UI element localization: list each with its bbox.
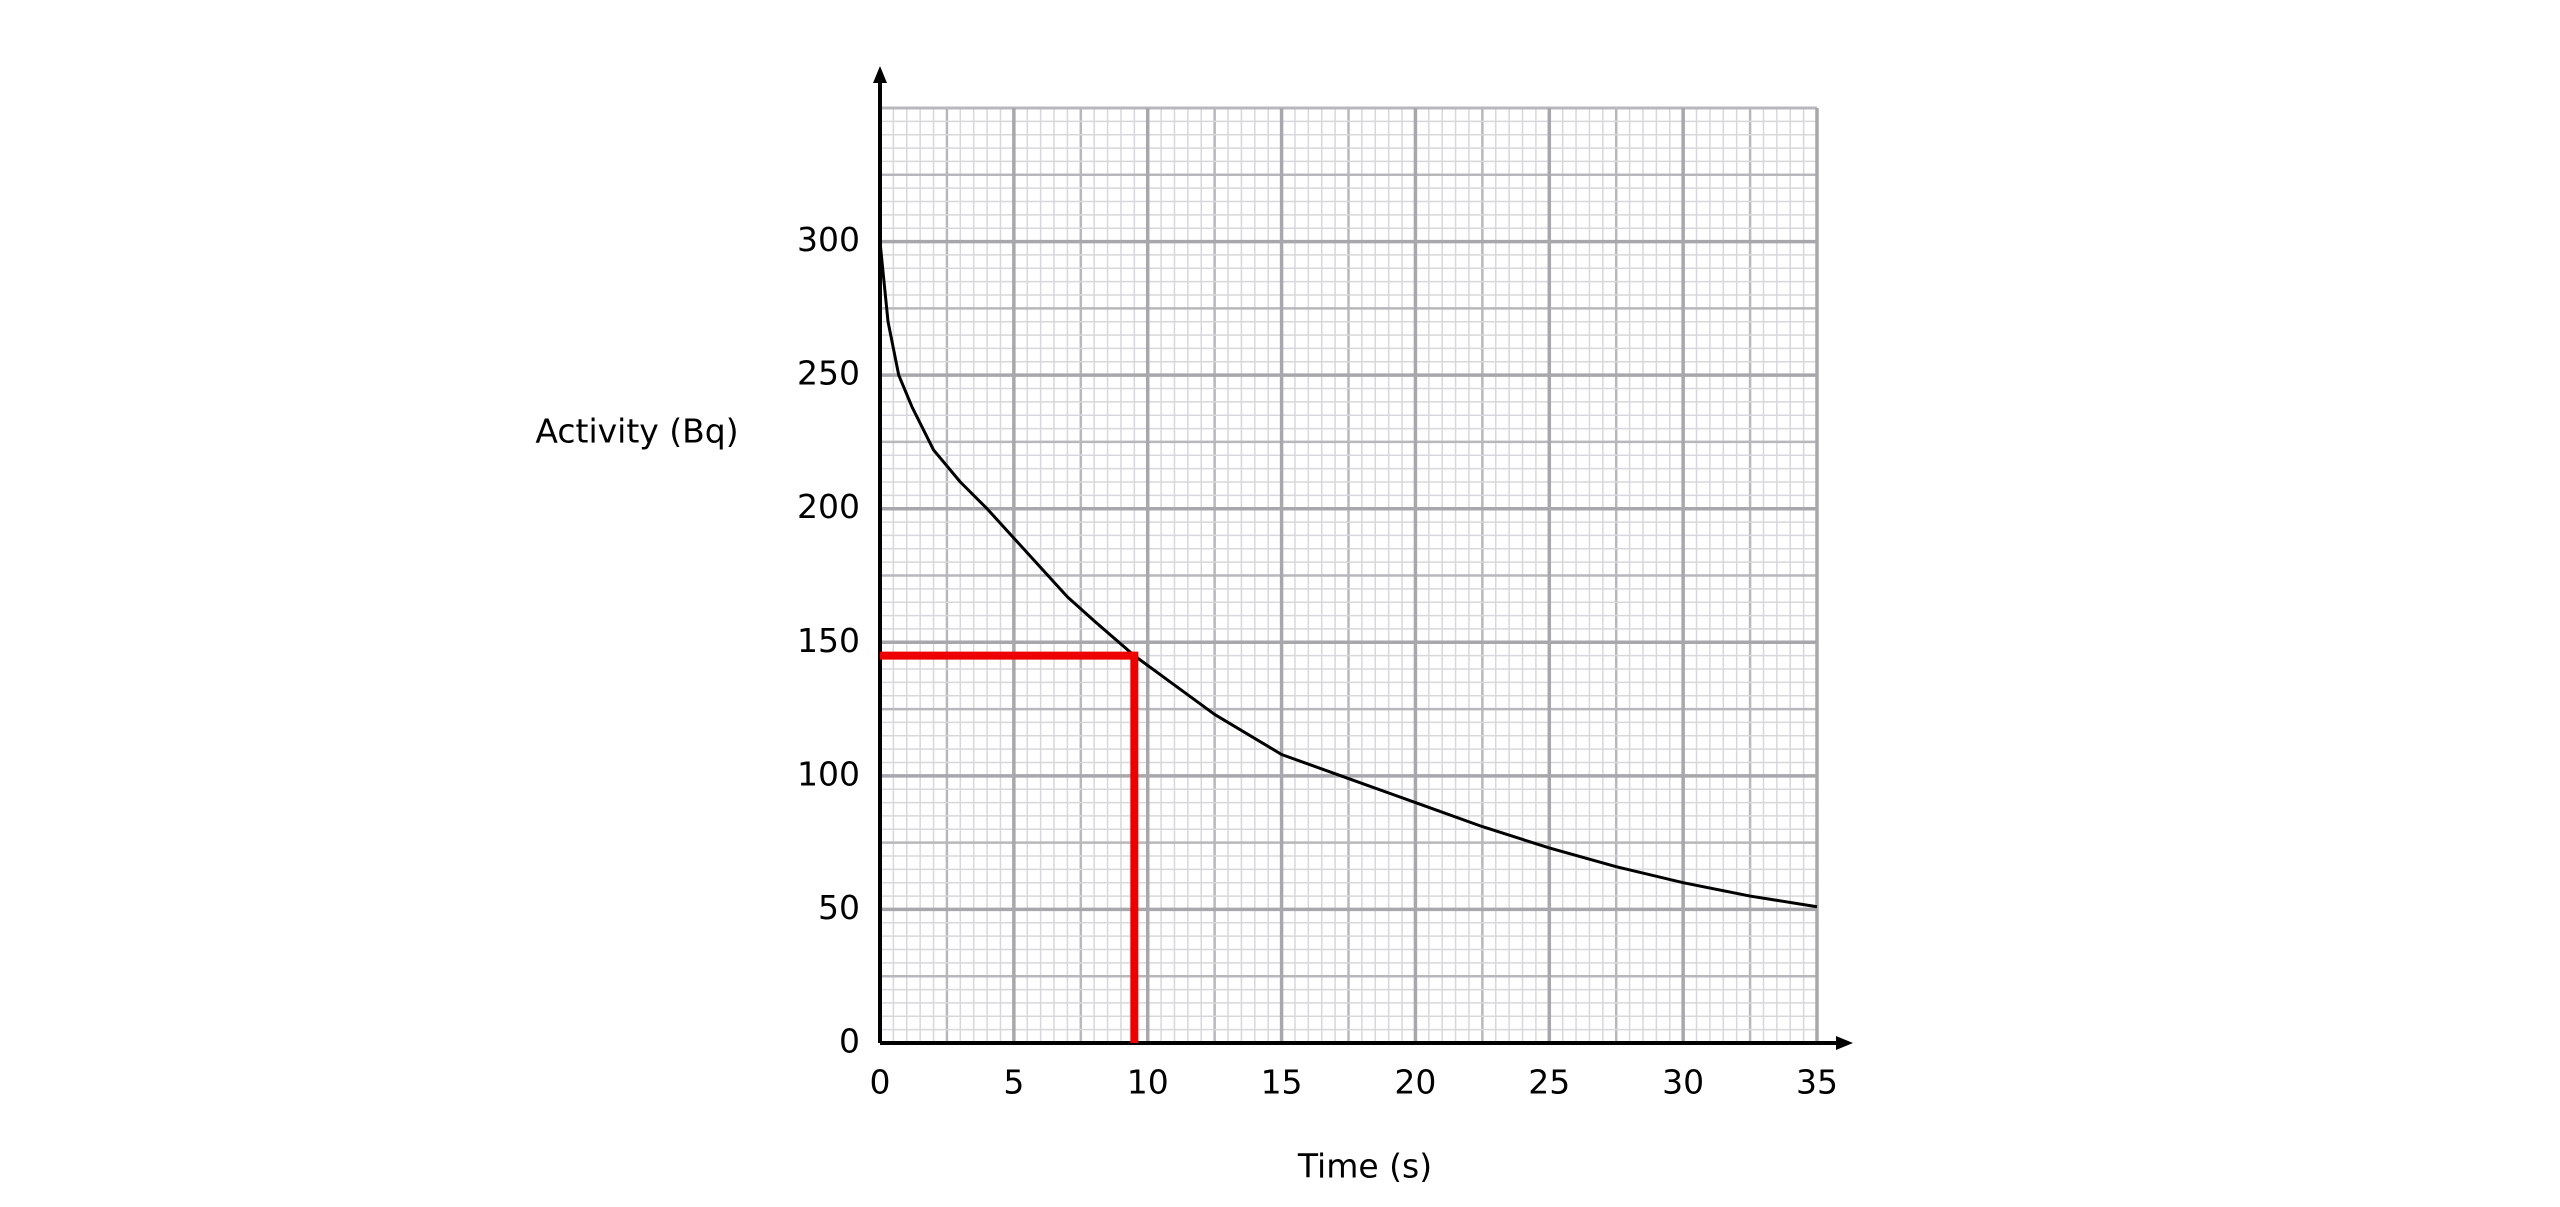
x-tick-label: 25 [1528,1063,1570,1102]
y-tick-label: 50 [818,888,860,927]
y-tick-label: 200 [797,487,860,526]
y-tick-label: 100 [797,754,860,793]
x-axis-arrow [1836,1036,1853,1050]
x-tick-label: 0 [870,1063,891,1102]
y-tick-label: 150 [797,621,860,660]
x-tick-label: 10 [1127,1063,1169,1102]
x-tick-label: 5 [1003,1063,1024,1102]
x-axis-label: Time (s) [1297,1147,1432,1186]
x-tick-label: 20 [1394,1063,1436,1102]
x-tick-label: 30 [1662,1063,1704,1102]
y-axis-arrow [873,66,887,83]
y-axis-label: Activity (Bq) [535,412,738,451]
x-tick-label: 35 [1796,1063,1838,1102]
y-tick-label: 300 [797,220,860,259]
x-tick-label: 15 [1261,1063,1303,1102]
y-tick-label: 0 [839,1022,860,1061]
y-tick-label: 250 [797,354,860,393]
